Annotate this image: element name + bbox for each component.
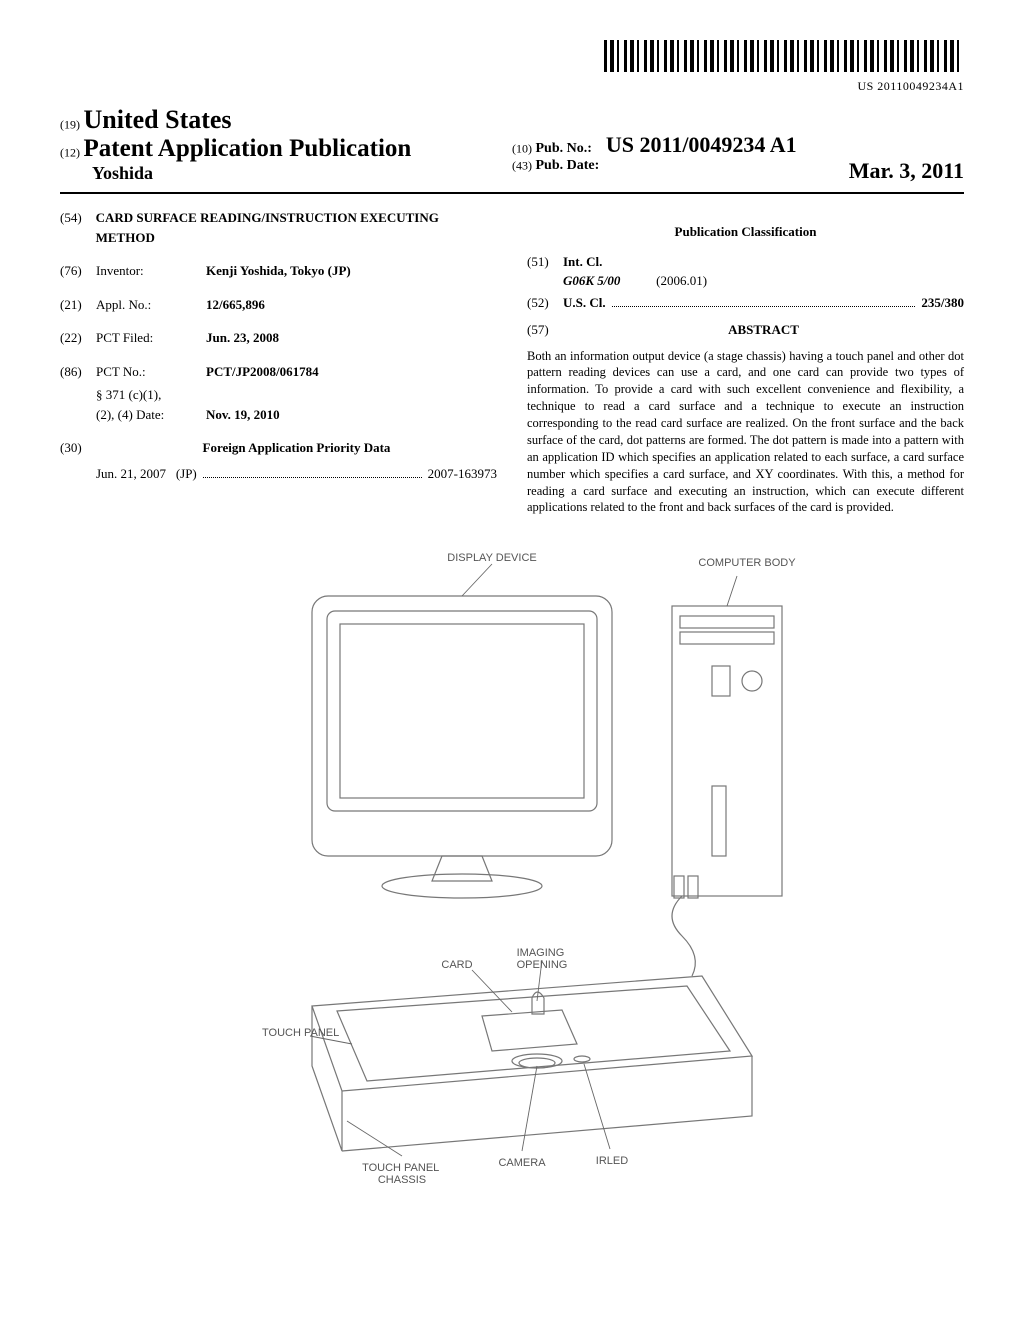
fig-label-card: CARD [441, 959, 472, 971]
document-header: (19) United States (12) Patent Applicati… [60, 105, 964, 184]
uscl-label: U.S. Cl. [563, 293, 606, 313]
fig-label-display: DISPLAY DEVICE [447, 552, 536, 564]
left-column: (54) CARD SURFACE READING/INSTRUCTION EX… [60, 208, 497, 516]
pubdate-value: Mar. 3, 2011 [849, 158, 964, 184]
pctfiled-label: PCT Filed: [96, 328, 206, 348]
country: United States [84, 105, 232, 134]
barcode-area: US 20110049234A1 [60, 40, 964, 95]
fig-label-chassis: TOUCH PANEL CHASSIS [362, 1162, 442, 1186]
pctfiled-row: (22) PCT Filed: Jun. 23, 2008 [60, 328, 497, 348]
patent-figure: DISPLAY DEVICE COMPUTER BODY IMAGING OPE… [192, 546, 832, 1226]
pubdate-label: Pub. Date: [536, 158, 600, 173]
body-columns: (54) CARD SURFACE READING/INSTRUCTION EX… [60, 208, 964, 516]
priority-row: Jun. 21, 2007 (JP) 2007-163973 [60, 464, 497, 484]
pub-type: Patent Application Publication [84, 135, 412, 162]
priority-heading-row: (30) Foreign Application Priority Data [60, 438, 497, 458]
inventor-inid: (76) [60, 261, 96, 281]
header-left: (19) United States (12) Patent Applicati… [60, 105, 512, 184]
applno-label: Appl. No.: [96, 295, 206, 315]
header-rule [60, 192, 964, 194]
author: Yoshida [92, 163, 153, 183]
applno-inid: (21) [60, 295, 96, 315]
figure-area: DISPLAY DEVICE COMPUTER BODY IMAGING OPE… [60, 546, 964, 1231]
pctno-inid: (86) [60, 362, 96, 382]
barcode-number: US 20110049234A1 [857, 79, 964, 93]
priority-date: Jun. 21, 2007 [96, 464, 166, 484]
dotted-leader [203, 467, 422, 477]
fig-label-computer: COMPUTER BODY [698, 557, 796, 569]
priority-inid: (30) [60, 438, 96, 458]
uscl-row: (52) U.S. Cl. 235/380 [527, 293, 964, 313]
pubdate-inid: (43) [512, 158, 532, 172]
fig-label-camera: CAMERA [498, 1157, 546, 1169]
dotted-leader-2 [612, 296, 916, 306]
intcl-date: (2006.01) [656, 273, 707, 288]
intcl-code: G06K 5/00 [563, 273, 620, 288]
inventor-value: Kenji Yoshida, Tokyo (JP) [206, 261, 351, 281]
priority-title: Foreign Application Priority Data [96, 438, 497, 458]
pctno-row: (86) PCT No.: PCT/JP2008/061784 [60, 362, 497, 382]
inventor-row: (76) Inventor: Kenji Yoshida, Tokyo (JP) [60, 261, 497, 281]
applno-row: (21) Appl. No.: 12/665,896 [60, 295, 497, 315]
applno-value: 12/665,896 [206, 295, 265, 315]
priority-num: 2007-163973 [428, 464, 497, 484]
pubno-value: US 2011/0049234 A1 [606, 132, 797, 157]
abstract-inid: (57) [527, 320, 563, 346]
fig-label-irled: IRLED [596, 1155, 628, 1167]
inventor-label: Inventor: [96, 261, 206, 281]
pctfiled-inid: (22) [60, 328, 96, 348]
fig-label-imaging: IMAGING OPENING [517, 947, 568, 971]
s371-row: § 371 (c)(1), (2), (4) Date: Nov. 19, 20… [60, 385, 497, 424]
fig-label-touchpanel: TOUCH PANEL [262, 1027, 339, 1039]
s371-value: Nov. 19, 2010 [206, 405, 280, 425]
uscl-value: 235/380 [921, 293, 964, 313]
classification-title: Publication Classification [527, 222, 964, 242]
s371-label: § 371 (c)(1), (2), (4) Date: [96, 385, 206, 424]
right-column: Publication Classification (51) Int. Cl.… [527, 208, 964, 516]
abstract-body: Both an information output device (a sta… [527, 348, 964, 517]
intcl-label: Int. Cl. [563, 254, 602, 269]
title-row: (54) CARD SURFACE READING/INSTRUCTION EX… [60, 208, 497, 247]
priority-country: (JP) [176, 464, 197, 484]
pctfiled-value: Jun. 23, 2008 [206, 328, 279, 348]
barcode-graphic [604, 40, 964, 72]
intcl-row: (51) Int. Cl. G06K 5/00 (2006.01) [527, 252, 964, 291]
abstract-heading-row: (57) ABSTRACT [527, 320, 964, 346]
pubno-label: Pub. No.: [536, 141, 592, 156]
uscl-inid: (52) [527, 293, 563, 313]
pctno-value: PCT/JP2008/061784 [206, 362, 319, 382]
title-inid: (54) [60, 208, 96, 247]
abstract-label: ABSTRACT [563, 320, 964, 340]
pctno-label: PCT No.: [96, 362, 206, 382]
header-right: (10) Pub. No.: US 2011/0049234 A1 (43) P… [512, 110, 964, 184]
country-inid: (19) [60, 117, 80, 131]
pub-type-inid: (12) [60, 145, 80, 159]
pubno-inid: (10) [512, 141, 532, 155]
intcl-inid: (51) [527, 252, 563, 291]
invention-title: CARD SURFACE READING/INSTRUCTION EXECUTI… [96, 208, 497, 247]
